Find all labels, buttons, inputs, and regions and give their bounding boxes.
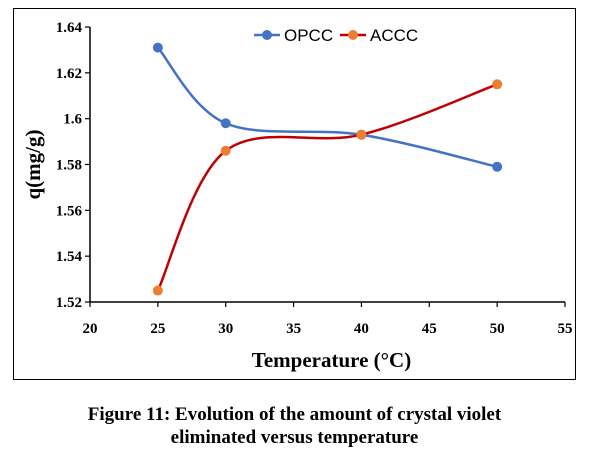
x-tick-label: 35 — [286, 321, 301, 337]
figure-caption: Figure 11: Evolution of the amount of cr… — [0, 403, 589, 449]
legend-marker-opcc — [262, 30, 272, 40]
data-point-accc — [220, 145, 231, 156]
y-tick-label: 1.64 — [56, 20, 83, 36]
data-point-accc — [492, 79, 503, 90]
series-line-opcc — [156, 46, 498, 169]
legend-label-opcc: OPCC — [284, 26, 333, 45]
data-point-opcc — [492, 161, 503, 172]
x-tick-label: 40 — [354, 321, 369, 337]
x-tick-label: 30 — [218, 321, 233, 337]
data-point-accc — [152, 285, 163, 296]
caption-line-1: Figure 11: Evolution of the amount of cr… — [87, 404, 502, 425]
series-line-accc — [156, 83, 498, 292]
y-tick-label: 1.52 — [56, 295, 82, 311]
y-tick-label: 1.54 — [56, 249, 83, 265]
y-tick-label: 1.56 — [56, 203, 83, 219]
x-axis-title: Temperature (°C) — [252, 348, 411, 372]
legend-marker-accc — [348, 30, 358, 40]
x-tick-label: 45 — [422, 321, 437, 337]
x-tick-label: 25 — [150, 321, 165, 337]
data-point-accc — [356, 129, 367, 140]
x-tick-label: 50 — [490, 321, 505, 337]
legend-label-accc: ACCC — [370, 26, 418, 45]
x-tick-label: 20 — [83, 321, 98, 337]
y-tick-label: 1.62 — [56, 66, 82, 82]
y-tick-label: 1.6 — [63, 112, 82, 128]
chart-frame: 1.52 1.54 1.56 1.58 1.6 1.62 1.64 20 25 30 35 40 45 5… — [13, 8, 576, 380]
chart-svg: 1.52 1.54 1.56 1.58 1.6 1.62 1.64 20 25 30 35 40 45 5… — [21, 20, 573, 372]
y-axis-title: q(mg/g) — [21, 130, 45, 200]
data-point-opcc — [152, 42, 163, 53]
y-tick-label: 1.58 — [56, 158, 82, 174]
x-tick-label: 55 — [558, 321, 573, 337]
data-point-opcc — [220, 118, 231, 129]
caption-line-2: eliminated versus temperature — [170, 427, 419, 448]
